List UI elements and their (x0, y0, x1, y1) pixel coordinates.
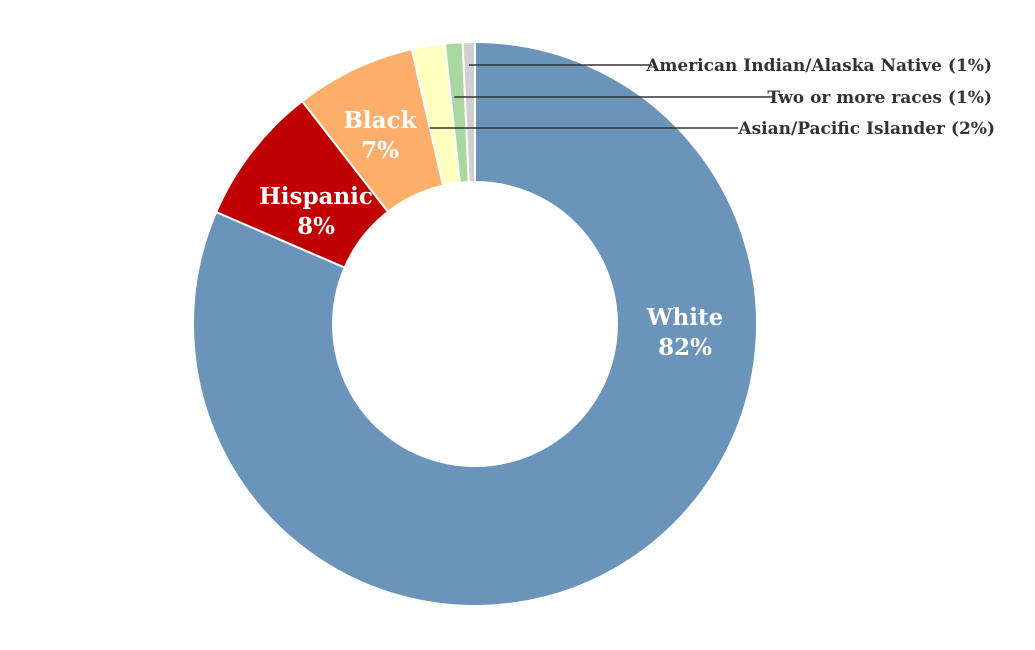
slice-white (192, 40, 758, 607)
slice-pct-black: 7% (361, 137, 399, 164)
slices-group (192, 40, 758, 607)
slice-label-black: Black (343, 107, 417, 134)
callout-label-american-indian-alaska-native: American Indian/Alaska Native (1%) (645, 56, 992, 76)
slice-pct-white: 82% (658, 334, 712, 361)
slice-american-indian-alaska-native (461, 40, 476, 184)
slice-pct-hispanic: 8% (297, 213, 335, 240)
callout-label-two-or-more-races: Two or more races (1%) (767, 88, 992, 108)
callouts-group: American Indian/Alaska Native (1%) Two or… (429, 56, 995, 139)
inside-labels-group: White 82% Hispanic 8% Black 7% (259, 107, 723, 361)
slice-label-white: White (646, 304, 724, 331)
callout-label-asian-pacific-islander: Asian/Pacific Islander (2%) (737, 119, 995, 139)
slice-label-hispanic: Hispanic (259, 183, 373, 210)
